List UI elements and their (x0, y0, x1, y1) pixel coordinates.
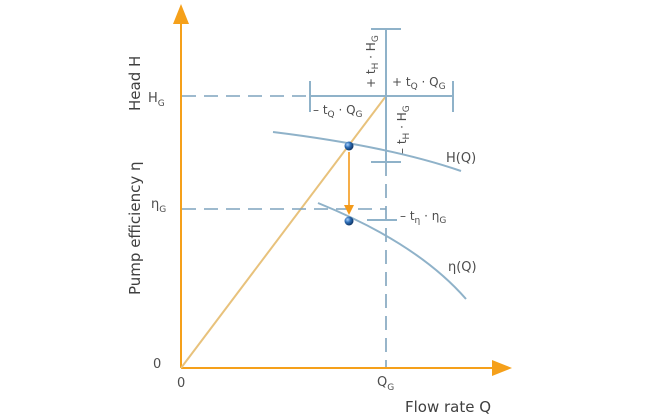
eta-q-curve-label: η(Q) (448, 260, 477, 275)
y-axis-title-efficiency: Pump efficiency η (126, 162, 144, 295)
h-operating-point (344, 141, 354, 151)
eta-q-curve (317, 202, 467, 300)
origin-x-label: 0 (177, 376, 185, 391)
q-guarantee-tick-label: QG (377, 375, 394, 393)
tolerance-cross (309, 28, 454, 221)
y-axis (173, 4, 189, 368)
guide-lines (182, 95, 387, 367)
minus-flow-tolerance-label: – tQ · QG (313, 103, 363, 120)
x-axis-title: Flow rate Q (405, 398, 491, 416)
minus-head-tolerance-label: – tH · HG (395, 105, 412, 154)
h-q-curve-label: H(Q) (446, 151, 476, 166)
minus-eta-tolerance-label: – tη · ηG (400, 209, 446, 226)
operating-line (180, 95, 387, 369)
eta-guarantee-tick-label: ηG (151, 197, 166, 215)
y-axis-title-head: Head H (126, 56, 144, 111)
y-axis-arrow-icon (173, 4, 189, 24)
x-axis (181, 360, 512, 376)
origin-y-label: 0 (153, 357, 161, 372)
h-q-curve (272, 131, 462, 172)
h-guarantee-tick-label: HG (148, 91, 165, 109)
arrow-down-icon (344, 205, 354, 215)
plus-head-tolerance-label: + tH · HG (364, 35, 381, 88)
projection-arrow (344, 152, 354, 215)
eta-operating-point (344, 216, 354, 226)
x-axis-arrow-icon (492, 360, 512, 376)
plus-flow-tolerance-label: + tQ · QG (392, 75, 446, 92)
